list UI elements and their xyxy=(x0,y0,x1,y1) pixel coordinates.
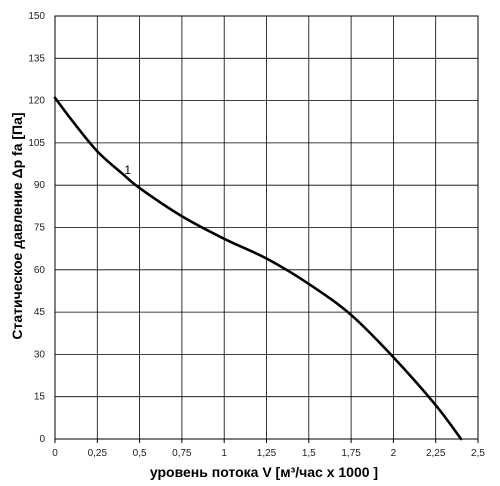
x-tick-label: 1,75 xyxy=(341,448,361,459)
annotations: 1 xyxy=(124,163,131,177)
y-tick-label: 45 xyxy=(34,307,46,318)
x-tick-label: 0,25 xyxy=(88,448,108,459)
y-axis-title: Статическое давление Δp fa [Па] xyxy=(9,112,25,339)
y-tick-label: 105 xyxy=(28,138,45,149)
series-group xyxy=(53,96,463,441)
x-tick-label: 1,5 xyxy=(302,448,316,459)
x-tick-label: 0 xyxy=(52,448,58,459)
y-tick-label: 135 xyxy=(28,53,45,64)
y-axis-ticks: 0 15 30 45 60 75 90 105 120 135 150 xyxy=(28,11,45,445)
y-tick-label: 90 xyxy=(34,180,46,191)
x-tick-label: 2 xyxy=(391,448,397,459)
curve-label: 1 xyxy=(124,163,131,177)
y-tick-label: 60 xyxy=(34,265,46,276)
x-axis-title: уровень потока V [м³/час x 1000 ] xyxy=(150,464,378,480)
x-tick-label: 2,25 xyxy=(426,448,446,459)
y-tick-label: 120 xyxy=(28,96,45,107)
series-line-1 xyxy=(53,96,463,441)
x-tick-label: 0,75 xyxy=(172,448,192,459)
y-tick-label: 150 xyxy=(28,11,45,22)
x-tick-label: 1 xyxy=(221,448,227,459)
grid xyxy=(54,15,479,440)
x-tick-label: 0,5 xyxy=(133,448,147,459)
y-tick-label: 15 xyxy=(34,392,46,403)
y-tick-label: 0 xyxy=(39,434,45,445)
x-tick-label: 2,5 xyxy=(471,448,485,459)
y-tick-label: 75 xyxy=(34,223,46,234)
x-axis-ticks: 0 0,25 0,5 0,75 1 1,25 1,5 1,75 2 2,25 2,5 xyxy=(52,439,485,459)
y-tick-label: 30 xyxy=(34,349,46,360)
x-tick-label: 1,25 xyxy=(257,448,277,459)
